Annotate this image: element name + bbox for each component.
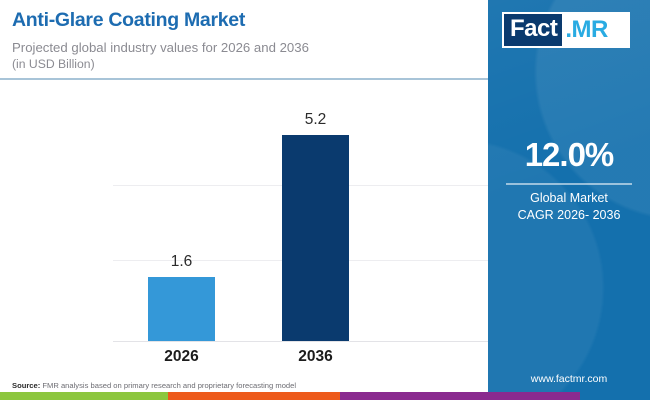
website-url[interactable]: www.factmr.com bbox=[530, 373, 608, 385]
bar-2026[interactable] bbox=[148, 277, 215, 341]
category-label-2026: 2026 bbox=[164, 348, 199, 365]
bottom-color-stripe bbox=[0, 392, 650, 400]
logo-fact-text: Fact bbox=[504, 14, 563, 46]
cagr-value: 12.0% bbox=[524, 136, 615, 173]
cagr-divider bbox=[506, 183, 632, 185]
logo-mr-text: .MR bbox=[565, 16, 608, 43]
cagr-caption-line1: Global Market bbox=[530, 191, 608, 205]
source-note: Source: FMR analysis based on primary re… bbox=[12, 381, 296, 390]
stripe-segment-purple bbox=[340, 392, 580, 400]
cagr-caption-line2: CAGR 2026- 2036 bbox=[517, 208, 621, 222]
panel-texture bbox=[488, 0, 650, 400]
stripe-segment-blue bbox=[580, 392, 650, 400]
bar-value-2036: 5.2 bbox=[304, 111, 327, 128]
chart-panel: Anti-Glare Coating Market Projected glob… bbox=[0, 9, 488, 390]
stripe-segment-orange bbox=[168, 392, 340, 400]
bar-value-2026: 1.6 bbox=[170, 253, 193, 270]
stripe-segment-green bbox=[0, 392, 168, 400]
brand-panel bbox=[488, 0, 650, 400]
bar-chart-plot-area bbox=[0, 84, 488, 344]
page-title: Anti-Glare Coating Market bbox=[12, 9, 246, 31]
category-label-2036: 2036 bbox=[298, 348, 333, 365]
page-subtitle-line1: Projected global industry values for 202… bbox=[12, 40, 309, 55]
cagr-caption: Global Market CAGR 2026- 2036 bbox=[488, 190, 650, 224]
factmr-logo[interactable]: Fact .MR bbox=[502, 12, 630, 48]
bar-2036[interactable] bbox=[282, 135, 349, 341]
header-divider bbox=[0, 78, 488, 80]
source-label: Source: bbox=[12, 381, 41, 390]
page-subtitle-line2: (in USD Billion) bbox=[12, 57, 95, 71]
source-text: FMR analysis based on primary research a… bbox=[40, 381, 297, 390]
chart-baseline bbox=[113, 341, 488, 342]
